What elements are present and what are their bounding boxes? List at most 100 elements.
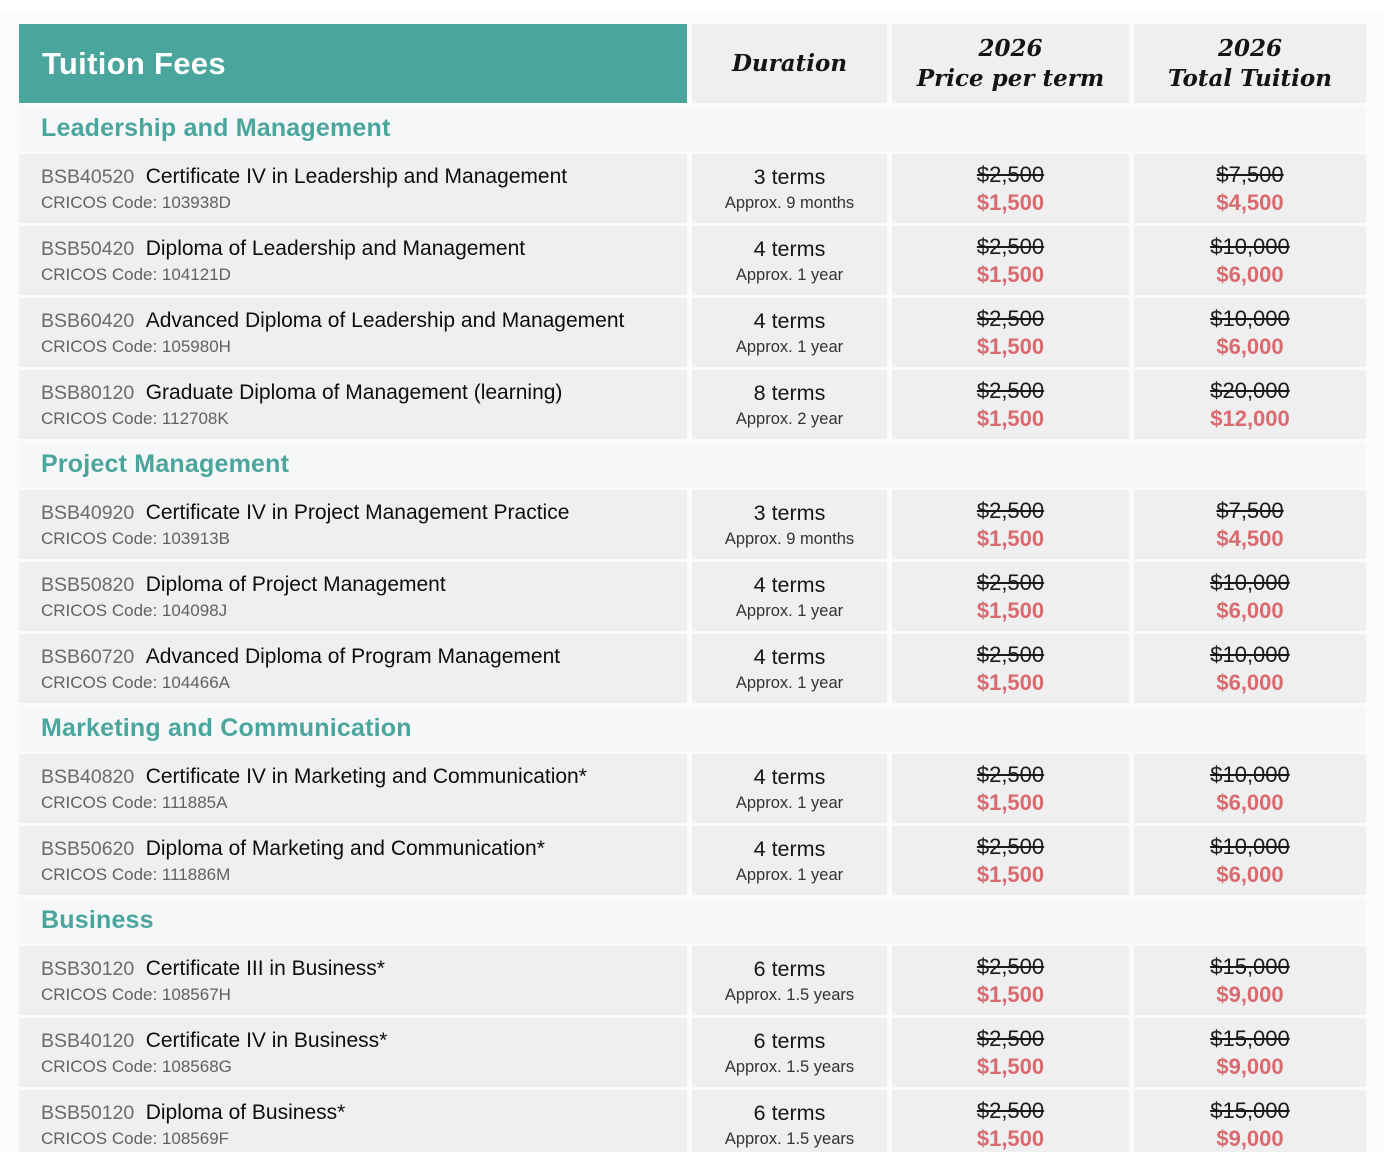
section-header-marketing-and-communication: Marketing and Communication: [19, 706, 1366, 751]
old-total: $10,000: [1210, 305, 1290, 331]
course-cell: BSB40120 Certificate IV in Business* CRI…: [19, 1018, 687, 1087]
section-title: Project Management: [41, 450, 290, 478]
total-tuition-cell: $7,500 $4,500: [1134, 154, 1366, 223]
cricos-code: CRICOS Code: 112708K: [41, 408, 229, 428]
duration-cell: 4 terms Approx. 1 year: [692, 634, 887, 703]
duration-cell: 4 terms Approx. 1 year: [692, 754, 887, 823]
price-header-year: 2026: [978, 35, 1043, 63]
course-row: BSB60420 Advanced Diploma of Leadership …: [19, 298, 1366, 367]
course-row: BSB50620 Diploma of Marketing and Commun…: [19, 826, 1366, 895]
old-total: $10,000: [1210, 761, 1290, 787]
course-name: Certificate III in Business*: [145, 956, 385, 980]
duration-terms: 4 terms: [753, 836, 826, 861]
new-price: $1,500: [976, 189, 1045, 215]
new-price: $1,500: [976, 1125, 1045, 1151]
new-price: $1,500: [976, 669, 1045, 695]
duration-approx: Approx. 1 year: [735, 337, 844, 356]
course-row: BSB60720 Advanced Diploma of Program Man…: [19, 634, 1366, 703]
duration-cell: 8 terms Approx. 2 year: [692, 370, 887, 439]
new-price: $1,500: [976, 1053, 1045, 1079]
price-per-term-cell: $2,500 $1,500: [892, 634, 1129, 703]
course-row: BSB50420 Diploma of Leadership and Manag…: [19, 226, 1366, 295]
new-total: $9,000: [1216, 1125, 1284, 1151]
total-tuition-cell: $15,000 $9,000: [1134, 1018, 1366, 1087]
course-title-line: BSB40120 Certificate IV in Business*: [41, 1029, 677, 1053]
course-title-line: BSB40920 Certificate IV in Project Manag…: [41, 501, 677, 525]
new-total: $6,000: [1216, 669, 1284, 695]
cricos-code: CRICOS Code: 108569F: [41, 1128, 230, 1148]
total-tuition-cell: $10,000 $6,000: [1134, 562, 1366, 631]
course-cell: BSB50420 Diploma of Leadership and Manag…: [19, 226, 687, 295]
table-title-cell: Tuition Fees: [19, 24, 687, 103]
duration-approx: Approx. 1 year: [735, 601, 844, 620]
section-title: Business: [41, 906, 154, 934]
course-code: BSB40920: [41, 501, 135, 524]
duration-approx: Approx. 9 months: [724, 193, 855, 212]
course-title-line: BSB40820 Certificate IV in Marketing and…: [41, 765, 677, 789]
new-price: $1,500: [976, 597, 1045, 623]
duration-terms: 3 terms: [753, 500, 826, 525]
new-price: $1,500: [976, 333, 1045, 359]
total-tuition-cell: $10,000 $6,000: [1134, 634, 1366, 703]
old-price: $2,500: [976, 497, 1045, 523]
course-title-line: BSB50620 Diploma of Marketing and Commun…: [41, 837, 677, 861]
price-per-term-cell: $2,500 $1,500: [892, 154, 1129, 223]
course-cell: BSB50620 Diploma of Marketing and Commun…: [19, 826, 687, 895]
section-header-project-management: Project Management: [19, 442, 1366, 487]
old-total: $10,000: [1210, 641, 1290, 667]
course-name: Advanced Diploma of Leadership and Manag…: [145, 308, 625, 332]
duration-terms: 4 terms: [753, 644, 826, 669]
new-total: $9,000: [1216, 981, 1284, 1007]
course-code: BSB40820: [41, 765, 135, 788]
new-price: $1,500: [976, 981, 1045, 1007]
course-row: BSB40120 Certificate IV in Business* CRI…: [19, 1018, 1366, 1087]
table-title: Tuition Fees: [42, 45, 226, 81]
price-per-term-cell: $2,500 $1,500: [892, 754, 1129, 823]
course-code: BSB40520: [41, 165, 135, 188]
duration-cell: 6 terms Approx. 1.5 years: [692, 1018, 887, 1087]
course-code: BSB50420: [41, 237, 135, 260]
total-tuition-cell: $10,000 $6,000: [1134, 754, 1366, 823]
total-tuition-cell: $15,000 $9,000: [1134, 1090, 1366, 1152]
old-price: $2,500: [976, 233, 1045, 259]
course-name: Advanced Diploma of Program Management: [145, 644, 561, 668]
course-cell: BSB60720 Advanced Diploma of Program Man…: [19, 634, 687, 703]
new-total: $4,500: [1216, 189, 1284, 215]
cricos-code: CRICOS Code: 104466A: [41, 672, 230, 692]
tuition-fees-table: Tuition Fees Duration 2026 Price per ter…: [19, 24, 1366, 1152]
column-header-price-per-term: 2026 Price per term: [892, 24, 1129, 103]
price-per-term-cell: $2,500 $1,500: [892, 298, 1129, 367]
total-header-label: Total Tuition: [1168, 64, 1332, 92]
course-row: BSB40920 Certificate IV in Project Manag…: [19, 490, 1366, 559]
duration-header-label: Duration: [731, 49, 848, 77]
course-code: BSB80120: [41, 381, 135, 404]
old-price: $2,500: [976, 569, 1045, 595]
cricos-code: CRICOS Code: 111885A: [41, 792, 228, 812]
new-total: $6,000: [1216, 597, 1284, 623]
duration-cell: 4 terms Approx. 1 year: [692, 298, 887, 367]
duration-approx: Approx. 1 year: [735, 865, 844, 884]
new-total: $4,500: [1216, 525, 1284, 551]
section-title: Marketing and Communication: [41, 714, 412, 742]
section-title: Leadership and Management: [41, 114, 391, 142]
old-total: $15,000: [1210, 1025, 1290, 1051]
duration-cell: 4 terms Approx. 1 year: [692, 562, 887, 631]
duration-approx: Approx. 1.5 years: [724, 1129, 855, 1148]
duration-approx: Approx. 1.5 years: [724, 985, 855, 1004]
old-price: $2,500: [976, 953, 1045, 979]
duration-terms: 6 terms: [753, 1100, 826, 1125]
duration-terms: 3 terms: [753, 164, 826, 189]
course-name: Certificate IV in Business*: [145, 1028, 388, 1052]
old-price: $2,500: [976, 833, 1045, 859]
cricos-code: CRICOS Code: 111886M: [41, 864, 231, 884]
duration-terms: 4 terms: [753, 236, 826, 261]
course-title-line: BSB50120 Diploma of Business*: [41, 1101, 677, 1125]
course-cell: BSB40820 Certificate IV in Marketing and…: [19, 754, 687, 823]
old-price: $2,500: [976, 305, 1045, 331]
total-header-year: 2026: [1217, 35, 1282, 63]
section-header-business: Business: [19, 898, 1366, 943]
course-code: BSB40120: [41, 1029, 135, 1052]
price-header-label: Price per term: [916, 64, 1105, 92]
course-name: Diploma of Leadership and Management: [145, 236, 526, 260]
duration-approx: Approx. 1 year: [735, 673, 844, 692]
